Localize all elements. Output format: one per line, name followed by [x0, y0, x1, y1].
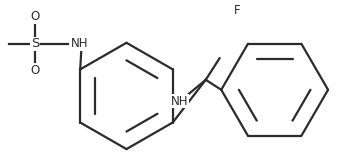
- Text: NH: NH: [171, 95, 189, 108]
- Text: O: O: [30, 10, 40, 23]
- Text: NH: NH: [71, 37, 89, 50]
- Text: S: S: [31, 37, 39, 50]
- Text: F: F: [234, 4, 240, 17]
- Text: O: O: [30, 64, 40, 77]
